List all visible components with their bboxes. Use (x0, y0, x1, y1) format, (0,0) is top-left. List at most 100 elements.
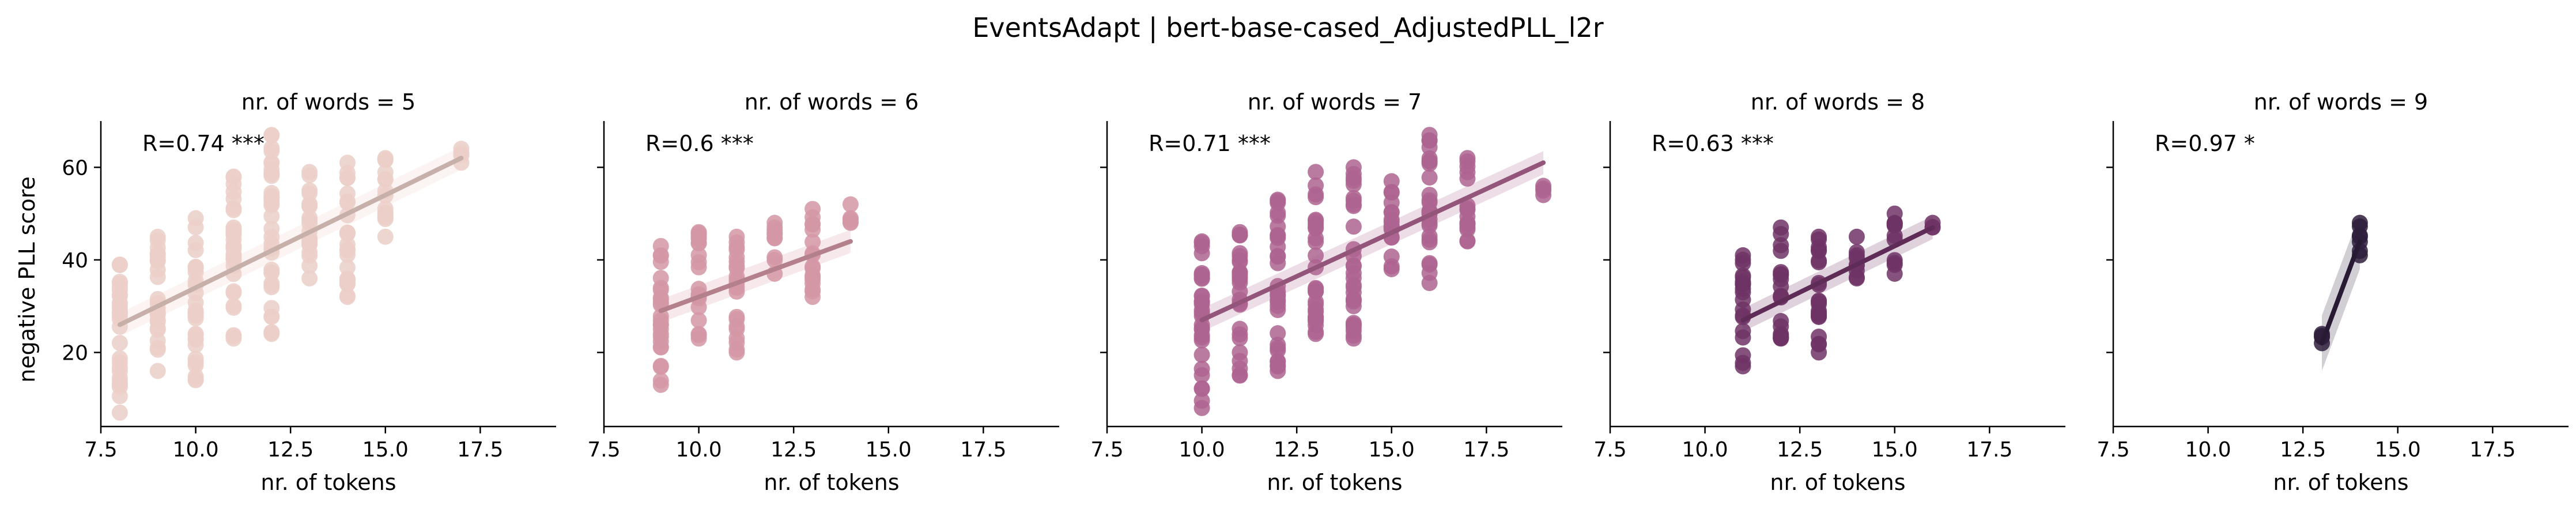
data-point (728, 341, 745, 358)
panel-1: nr. of words = 5 R=0.74 *** 7.5 10.0 12.5 15.… (62, 89, 556, 495)
data-point (339, 276, 356, 292)
data-point (1459, 170, 1476, 187)
data-point (690, 235, 707, 252)
data-point (187, 337, 204, 353)
data-point (263, 300, 280, 316)
data-point (301, 185, 318, 202)
data-point (1345, 315, 1362, 331)
data-point (1308, 164, 1324, 180)
x-tick-label: 15.0 (866, 438, 912, 462)
data-point (339, 225, 356, 242)
data-point (1886, 256, 1903, 273)
x-tick-label: 7.5 (2097, 438, 2129, 462)
data-point (263, 275, 280, 292)
data-point (1811, 252, 1827, 269)
data-point (225, 221, 242, 238)
data-point (111, 280, 128, 296)
panels: nr. of words = 5 R=0.74 *** 7.5 10.0 12.5 15.… (62, 89, 2569, 495)
data-point (804, 201, 821, 217)
data-point (1773, 264, 1789, 281)
data-point (263, 127, 280, 144)
data-point (728, 228, 745, 245)
data-point (1345, 257, 1362, 274)
y-tick-label: 20 (62, 342, 88, 365)
data-point (690, 327, 707, 344)
data-point (1535, 178, 1552, 194)
x-axis-label: nr. of tokens (2273, 470, 2408, 495)
regression-line (658, 239, 853, 314)
data-point (149, 269, 166, 285)
data-point (1459, 200, 1476, 217)
data-point (149, 333, 166, 349)
data-point (1421, 234, 1438, 251)
x-tick-label: 10.0 (2185, 438, 2231, 462)
data-point (690, 259, 707, 276)
data-point (1811, 293, 1827, 310)
data-point (1270, 337, 1286, 353)
x-axis-label: nr. of tokens (1770, 470, 1905, 495)
data-point (1773, 219, 1789, 236)
data-point (1232, 367, 1248, 383)
data-point (1459, 150, 1476, 167)
data-point (1193, 393, 1210, 409)
x-tick-label: 17.5 (1966, 438, 2012, 462)
panel-title: nr. of words = 6 (745, 89, 919, 115)
data-point (301, 236, 318, 252)
panel-4: nr. of words = 8 R=0.63 *** 7.5 10.0 12.5 15.… (1593, 89, 2065, 495)
data-point (728, 330, 745, 346)
data-point (1421, 127, 1438, 144)
data-point (263, 143, 280, 160)
data-point (728, 284, 745, 300)
data-point (804, 283, 821, 300)
data-point (690, 247, 707, 263)
panel-title: nr. of words = 5 (241, 89, 416, 115)
data-point (652, 254, 669, 270)
y-axis-label: negative PLL score (14, 176, 40, 383)
data-point (1270, 292, 1286, 308)
data-point (766, 249, 783, 266)
x-tick-label: 17.5 (1463, 438, 1509, 462)
data-point (1193, 233, 1210, 250)
data-point (1270, 325, 1286, 342)
x-tick-label: 12.5 (2280, 438, 2326, 462)
data-point (652, 372, 669, 389)
data-point (1811, 335, 1827, 352)
data-point (1232, 248, 1248, 265)
regression-line (1740, 225, 1935, 323)
data-point (187, 235, 204, 251)
data-point (1193, 380, 1210, 397)
data-point (225, 284, 242, 301)
data-point (842, 210, 859, 227)
x-tick-label: 12.5 (1777, 438, 1823, 462)
data-point (225, 191, 242, 207)
data-point (339, 288, 356, 304)
data-point (690, 312, 707, 329)
data-point (1735, 354, 1751, 371)
data-point (1308, 280, 1324, 296)
x-tick-label: 7.5 (587, 438, 620, 462)
data-point (339, 154, 356, 171)
data-point (1308, 247, 1324, 264)
correlation-annotation: R=0.74 *** (142, 131, 265, 156)
data-point (225, 328, 242, 345)
data-point (766, 229, 783, 246)
data-point (301, 164, 318, 180)
data-point (1308, 177, 1324, 194)
data-point (339, 259, 356, 276)
data-point (652, 358, 669, 375)
data-point (1735, 329, 1751, 346)
x-axis-label: nr. of tokens (764, 470, 899, 495)
data-point (652, 339, 669, 356)
data-point (149, 228, 166, 245)
data-point (1270, 191, 1286, 208)
data-point (1308, 293, 1324, 310)
data-point (1383, 248, 1400, 265)
data-point (1308, 189, 1324, 206)
data-point (1773, 327, 1789, 344)
data-point (377, 171, 394, 188)
data-point (453, 141, 470, 157)
x-tick-label: 10.0 (1682, 438, 1728, 462)
data-point (377, 150, 394, 167)
data-point (1193, 266, 1210, 283)
